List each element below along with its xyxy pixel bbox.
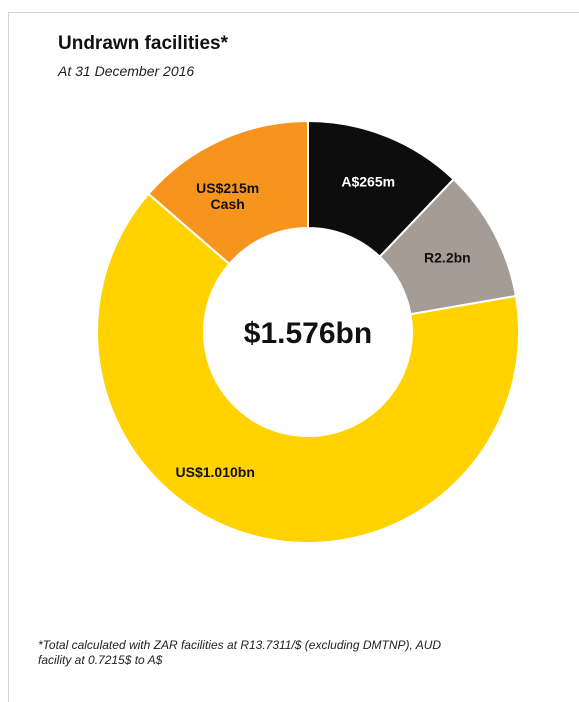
slice-label: A$265m bbox=[341, 174, 395, 190]
slice-us-1-010bn bbox=[96, 192, 520, 544]
donut-slices bbox=[96, 119, 520, 544]
slice-label: R2.2bn bbox=[424, 250, 471, 266]
slice-label-line: A$265m bbox=[341, 174, 395, 190]
chart-title: Undrawn facilities* bbox=[58, 33, 228, 54]
slice-us-215m-cash bbox=[147, 119, 309, 266]
footnote-line-1: *Total calculated with ZAR facilities at… bbox=[38, 638, 442, 652]
footnote-line-2: facility at 0.7215$ to A$ bbox=[38, 653, 163, 667]
slice-label-line: US$1.010bn bbox=[176, 464, 255, 480]
chart-frame bbox=[8, 12, 579, 702]
slice-label: US$215m Cash bbox=[196, 180, 259, 212]
slice-label: US$1.010bn bbox=[176, 464, 255, 480]
slice-label-line: Cash bbox=[211, 196, 245, 212]
slice-label-line: R2.2bn bbox=[424, 250, 471, 266]
center-total-label: $1.576bn bbox=[244, 317, 372, 350]
chart-subtitle: At 31 December 2016 bbox=[58, 63, 195, 79]
footnote: *Total calculated with ZAR facilities at… bbox=[38, 638, 579, 668]
slice-label-line: US$215m bbox=[196, 180, 259, 196]
slice-labels: A$265m R2.2bn US$1.010bn US$215m Cash bbox=[176, 174, 471, 480]
